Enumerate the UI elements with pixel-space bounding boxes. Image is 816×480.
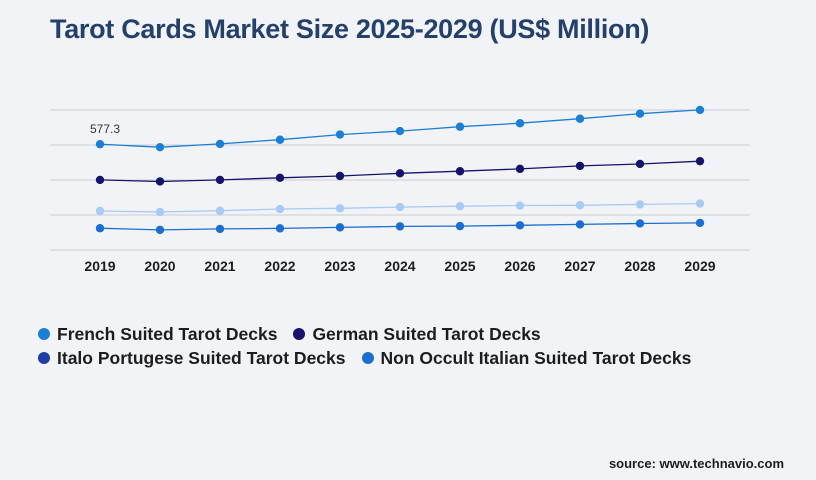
x-tick-label: 2027 (564, 258, 595, 274)
legend-item-non-occult-italian: Non Occult Italian Suited Tarot Decks (361, 347, 692, 369)
data-point (395, 222, 405, 231)
legend-marker-icon (293, 328, 306, 340)
data-point (635, 109, 645, 118)
legend-row: Italo Portugese Suited Tarot Decks Non O… (38, 346, 707, 370)
data-point (455, 221, 465, 231)
data-point (575, 161, 585, 171)
data-point (635, 159, 645, 169)
legend-marker-icon (38, 328, 50, 340)
data-point (95, 175, 105, 185)
legend-label: French Suited Tarot Decks (57, 323, 278, 344)
data-point (515, 201, 525, 210)
legend-marker-icon (361, 352, 374, 364)
legend-item-german: German Suited Tarot Decks (293, 323, 541, 345)
data-point (155, 177, 165, 186)
data-point (395, 169, 405, 178)
source-note: source: www.technavio.com (608, 456, 784, 471)
data-point (455, 122, 465, 131)
legend-item-italo-portugese: Italo Portugese Suited Tarot Decks (38, 348, 346, 369)
data-point (95, 139, 105, 149)
data-point (215, 175, 225, 185)
data-point (155, 207, 165, 217)
data-label: 577.3 (90, 122, 120, 136)
x-tick-label: 2026 (504, 258, 535, 274)
data-point (515, 221, 525, 230)
data-point (515, 119, 525, 128)
legend-label: Italo Portugese Suited Tarot Decks (57, 347, 346, 368)
data-point (275, 173, 285, 183)
x-tick-label: 2029 (684, 258, 715, 274)
data-point (695, 218, 705, 228)
data-point (455, 167, 465, 176)
chart-title: Tarot Cards Market Size 2025-2029 (US$ M… (50, 14, 650, 44)
x-tick-label: 2019 (84, 258, 115, 274)
data-point (575, 114, 585, 123)
data-point (455, 202, 465, 211)
data-point (575, 220, 585, 229)
x-tick-label: 2024 (384, 258, 415, 274)
legend-label: Non Occult Italian Suited Tarot Decks (380, 347, 692, 368)
x-tick-label: 2021 (204, 258, 235, 274)
data-point (215, 206, 225, 215)
data-point (275, 224, 285, 233)
line-chart: 2019 2020 2021 2022 2023 2024 2025 2026 2027 2028… (50, 105, 750, 274)
data-point (335, 171, 345, 181)
data-point (515, 164, 525, 174)
data-point (215, 224, 225, 234)
data-point (695, 156, 705, 166)
x-tick-label: 2020 (144, 258, 175, 274)
data-point (695, 105, 705, 115)
data-point (395, 202, 405, 212)
x-tick-label: 2022 (264, 258, 295, 274)
chart-legend: French Suited Tarot Decks German Suited … (38, 322, 707, 370)
data-point (215, 139, 225, 149)
x-tick-label: 2025 (444, 258, 475, 274)
data-point (335, 130, 345, 139)
data-point (335, 223, 345, 232)
legend-label: German Suited Tarot Decks (312, 323, 541, 344)
legend-marker-icon (38, 352, 50, 364)
data-point (275, 135, 285, 144)
x-tick-label: 2023 (324, 258, 355, 274)
data-point (695, 199, 705, 208)
data-point (575, 201, 585, 210)
data-point (275, 204, 285, 214)
legend-row: French Suited Tarot Decks German Suited … (38, 322, 707, 346)
data-point (335, 204, 345, 213)
data-point (155, 225, 165, 235)
legend-item-french: French Suited Tarot Decks (38, 324, 277, 345)
data-point (95, 206, 105, 216)
x-tick-label: 2028 (624, 258, 655, 274)
data-point (395, 126, 405, 136)
data-point (635, 219, 645, 228)
data-point (155, 142, 165, 152)
data-point (635, 200, 645, 209)
data-point (95, 224, 105, 233)
